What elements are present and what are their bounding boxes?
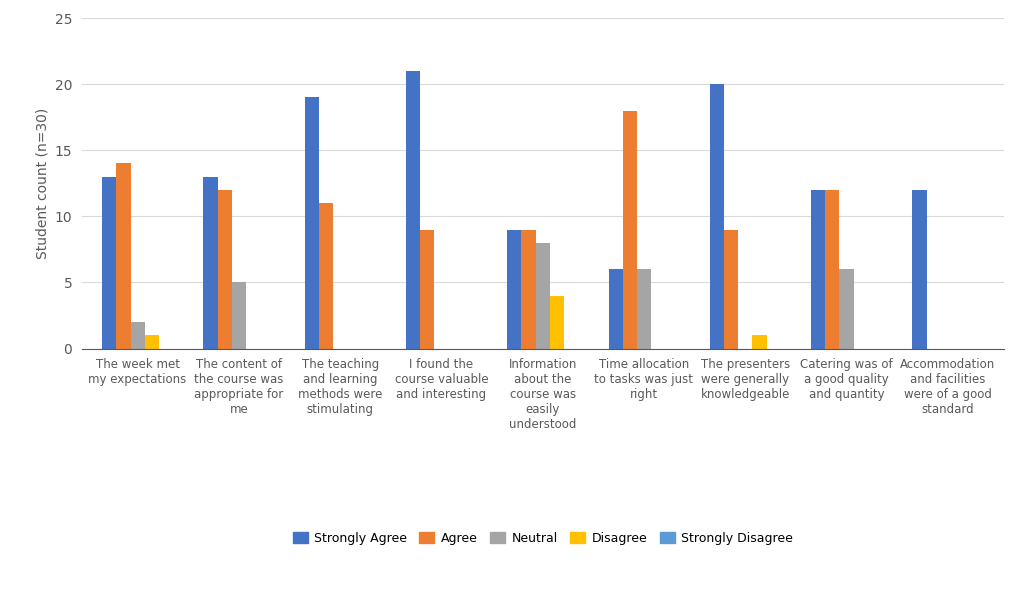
Bar (521, 230, 536, 349)
Bar (710, 84, 724, 349)
Bar (231, 282, 246, 349)
Bar (811, 190, 825, 349)
Bar (420, 230, 434, 349)
Bar (753, 335, 767, 349)
Bar (305, 97, 318, 349)
Bar (825, 190, 840, 349)
Bar (144, 335, 159, 349)
Bar (536, 243, 550, 349)
Bar (840, 269, 854, 349)
Bar (550, 296, 564, 349)
Bar (117, 163, 130, 349)
Bar (130, 322, 144, 349)
Legend: Strongly Agree, Agree, Neutral, Disagree, Strongly Disagree: Strongly Agree, Agree, Neutral, Disagree… (288, 526, 798, 550)
Bar (318, 203, 333, 349)
Bar (724, 230, 738, 349)
Bar (637, 269, 651, 349)
Bar (912, 190, 927, 349)
Y-axis label: Student count (n=30): Student count (n=30) (35, 108, 49, 259)
Bar (608, 269, 623, 349)
Bar (218, 190, 231, 349)
Bar (507, 230, 521, 349)
Bar (406, 71, 420, 349)
Bar (102, 177, 117, 349)
Bar (623, 111, 637, 349)
Bar (204, 177, 218, 349)
